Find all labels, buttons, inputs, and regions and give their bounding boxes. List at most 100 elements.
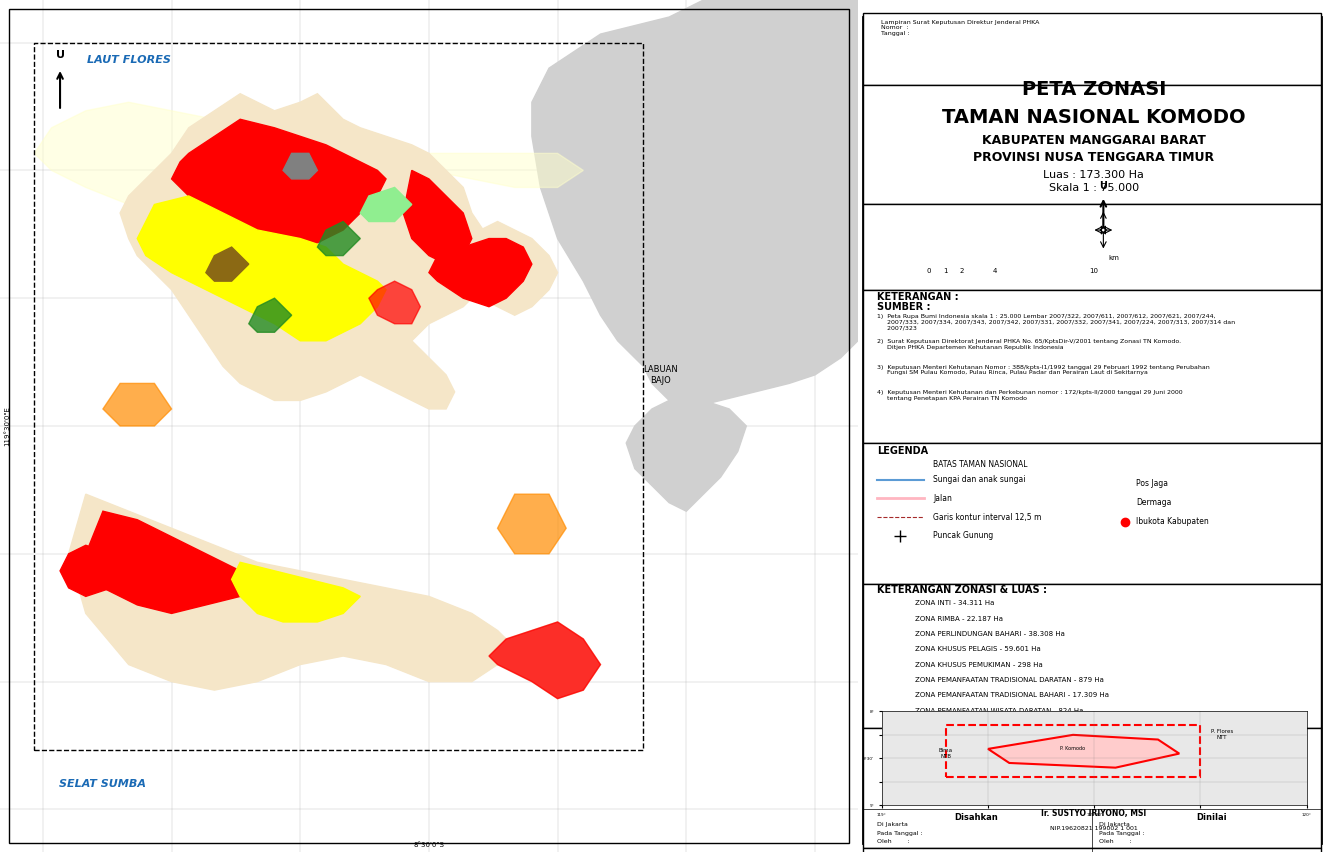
Text: 0: 0 — [927, 268, 931, 274]
Polygon shape — [283, 153, 318, 179]
Text: ZONA PERLINDUNGAN BAHARI - 38.308 Ha: ZONA PERLINDUNGAN BAHARI - 38.308 Ha — [915, 630, 1064, 637]
Bar — [1117, 497, 1129, 509]
Polygon shape — [249, 298, 291, 332]
Polygon shape — [231, 562, 360, 622]
Text: P. Padar: P. Padar — [379, 302, 410, 311]
Text: Pada Tanggal :: Pada Tanggal : — [876, 831, 923, 836]
Text: Dermaga: Dermaga — [1136, 498, 1172, 507]
Bar — [876, 721, 904, 731]
Text: ZONA RIMBA - 22.187 Ha: ZONA RIMBA - 22.187 Ha — [915, 615, 1003, 622]
Polygon shape — [318, 222, 360, 256]
Text: ZONA INTI - 34.311 Ha: ZONA INTI - 34.311 Ha — [915, 600, 994, 607]
Polygon shape — [489, 622, 601, 699]
Text: NIP.19620821 199002 1 001: NIP.19620821 199002 1 001 — [1051, 826, 1137, 832]
Polygon shape — [360, 187, 412, 222]
Polygon shape — [368, 281, 420, 324]
Text: 1: 1 — [943, 268, 947, 274]
Text: BATAS TAMAN NASIONAL: BATAS TAMAN NASIONAL — [934, 460, 1028, 469]
Bar — [863, 848, 1321, 852]
Text: 4: 4 — [992, 268, 998, 274]
Polygon shape — [172, 119, 386, 247]
Text: Ir. SUSTYO IRIYONO, MSI: Ir. SUSTYO IRIYONO, MSI — [1041, 809, 1146, 819]
Bar — [962, 251, 995, 264]
Text: 119°30'0"E: 119°30'0"E — [4, 406, 11, 446]
Text: KABUPATEN MANGGARAI BARAT: KABUPATEN MANGGARAI BARAT — [982, 134, 1206, 147]
Text: Ibukota Kabupaten: Ibukota Kabupaten — [1136, 517, 1209, 526]
Polygon shape — [102, 383, 172, 426]
Text: Oleh        :: Oleh : — [1099, 839, 1132, 844]
Text: Lampiran Surat Keputusan Direktur Jenderal PHKA
Nomor  :
Tanggal :: Lampiran Surat Keputusan Direktur Jender… — [882, 20, 1040, 36]
Text: ZONA PEMANFAATAN WISATA BAHARI - 1.584 Ha: ZONA PEMANFAATAN WISATA BAHARI - 1.584 H… — [915, 722, 1084, 729]
Bar — [1061, 251, 1093, 264]
Polygon shape — [497, 494, 567, 554]
Polygon shape — [428, 239, 532, 307]
Text: PROVINSI NUSA TENGGARA TIMUR: PROVINSI NUSA TENGGARA TIMUR — [974, 151, 1214, 164]
Text: KEPALA UPT.: KEPALA UPT. — [1068, 784, 1120, 793]
Polygon shape — [86, 511, 258, 613]
Bar — [876, 613, 904, 624]
Bar — [876, 644, 904, 654]
Bar — [946, 725, 1201, 777]
Text: Disusun di Labsanbajo
Kabupaten Manggarai Barat
Pada tanggal :
Oleh           :: Disusun di Labsanbajo Kabupaten Manggara… — [1045, 741, 1142, 769]
Text: SELAT SUMBA: SELAT SUMBA — [60, 779, 146, 789]
Bar — [876, 659, 904, 670]
Polygon shape — [403, 170, 472, 264]
Bar — [876, 629, 904, 639]
Text: PETA ZONASI: PETA ZONASI — [1021, 80, 1166, 99]
Text: 1)  Peta Rupa Bumi Indonesia skala 1 : 25.000 Lembar 2007/322, 2007/611, 2007/61: 1) Peta Rupa Bumi Indonesia skala 1 : 25… — [876, 314, 1234, 330]
Polygon shape — [206, 247, 249, 281]
Polygon shape — [137, 196, 386, 341]
Text: Pos Jaga: Pos Jaga — [1136, 480, 1169, 488]
Polygon shape — [60, 545, 120, 596]
Text: Dinilai: Dinilai — [1197, 814, 1228, 822]
Text: Di Jakarta: Di Jakarta — [1099, 822, 1129, 827]
Text: KETERANGAN :: KETERANGAN : — [876, 292, 959, 302]
Bar — [863, 443, 1321, 584]
Polygon shape — [626, 400, 746, 511]
Text: 10: 10 — [1089, 268, 1099, 274]
Text: Garis kontur interval 12,5 m: Garis kontur interval 12,5 m — [934, 513, 1041, 521]
Text: 2)  Surat Keputusan Direktorat Jenderal PHKA No. 65/KptsDir-V/2001 tentang Zonas: 2) Surat Keputusan Direktorat Jenderal P… — [876, 339, 1181, 350]
Polygon shape — [120, 94, 497, 409]
Bar — [863, 290, 1321, 443]
Text: Bima
NTB: Bima NTB — [939, 748, 952, 759]
Text: Pada Tanggal :: Pada Tanggal : — [1099, 831, 1144, 836]
Text: LAUT FLORES: LAUT FLORES — [86, 55, 170, 65]
Text: 8°30'0"S: 8°30'0"S — [414, 842, 444, 848]
Text: U: U — [56, 49, 65, 60]
Polygon shape — [532, 0, 858, 409]
Text: Oleh        :: Oleh : — [876, 839, 910, 844]
Text: Puncak Gunung: Puncak Gunung — [934, 532, 994, 540]
Text: LEGENDA: LEGENDA — [876, 446, 928, 456]
Text: Disahkan: Disahkan — [954, 814, 998, 822]
Text: KETERANGAN ZONASI & LUAS :: KETERANGAN ZONASI & LUAS : — [876, 585, 1047, 596]
Bar — [928, 251, 962, 264]
Text: Luas : 173.300 Ha: Luas : 173.300 Ha — [1044, 170, 1144, 180]
Text: P. Rinca: P. Rinca — [472, 268, 505, 277]
Text: 4)  Keputusan Menteri Kehutanan dan Perkebunan nomor : 172/kpts-ll/2000 tanggal : 4) Keputusan Menteri Kehutanan dan Perke… — [876, 390, 1182, 401]
Text: ZONA KHUSUS PELAGIS - 59.601 Ha: ZONA KHUSUS PELAGIS - 59.601 Ha — [915, 646, 1040, 653]
Polygon shape — [35, 102, 584, 204]
Bar — [863, 13, 1321, 85]
Bar — [876, 675, 904, 685]
Bar — [863, 584, 1321, 728]
Text: ZONA KHUSUS PEMUKIMAN - 298 Ha: ZONA KHUSUS PEMUKIMAN - 298 Ha — [915, 661, 1043, 668]
Polygon shape — [69, 494, 515, 690]
Text: Di Jakarta: Di Jakarta — [876, 822, 907, 827]
Bar — [876, 458, 924, 471]
Bar — [995, 251, 1028, 264]
Text: ZONA PEMANFAATAN WISATA DARATAN - 824 Ha: ZONA PEMANFAATAN WISATA DARATAN - 824 Ha — [915, 707, 1083, 714]
Text: 2: 2 — [959, 268, 964, 274]
Bar — [863, 728, 1321, 848]
Bar — [876, 690, 904, 700]
Text: P. Flores
NTT: P. Flores NTT — [1210, 729, 1233, 740]
Bar — [876, 598, 904, 608]
Text: ZONA PEMANFAATAN TRADISIONAL BAHARI - 17.309 Ha: ZONA PEMANFAATAN TRADISIONAL BAHARI - 17… — [915, 692, 1108, 699]
Polygon shape — [988, 734, 1180, 768]
Bar — [863, 85, 1321, 204]
Polygon shape — [489, 622, 601, 699]
Text: LABUAN
BAJO: LABUAN BAJO — [644, 366, 678, 384]
Text: ZONA PEMANFAATAN TRADISIONAL DARATAN - 879 Ha: ZONA PEMANFAATAN TRADISIONAL DARATAN - 8… — [915, 676, 1104, 683]
Text: U: U — [1100, 181, 1108, 191]
Text: 3)  Keputusan Menteri Kehutanan Nomor : 388/kpts-I1/1992 tanggal 29 Februari 199: 3) Keputusan Menteri Kehutanan Nomor : 3… — [876, 365, 1209, 376]
